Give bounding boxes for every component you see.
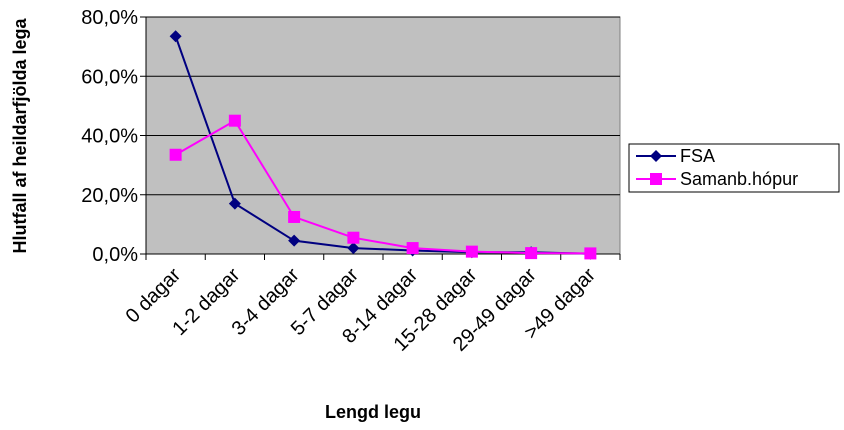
data-point xyxy=(406,242,419,255)
series-lines xyxy=(169,30,597,260)
data-point xyxy=(288,234,301,247)
y-tick-label: 20,0% xyxy=(81,185,138,207)
y-tick-label: 80,0% xyxy=(81,7,138,29)
legend-label-fsa: FSA xyxy=(680,146,715,166)
y-tick-label: 60,0% xyxy=(81,66,138,88)
data-point xyxy=(525,247,538,260)
data-point xyxy=(465,245,478,258)
legend: FSA Samanb.hópur xyxy=(628,143,840,193)
data-point xyxy=(228,197,241,210)
y-tick-label: 40,0% xyxy=(81,126,138,148)
y-axis-ticks: 0,0% 20,0% 40,0% 60,0% 80,0% xyxy=(81,7,147,266)
legend-marker-samanb xyxy=(650,173,662,185)
data-point xyxy=(347,242,360,255)
gridlines xyxy=(146,16,620,196)
y-axis-title: Hlutfall af heildarfjölda lega xyxy=(10,17,30,253)
data-point xyxy=(288,210,301,223)
data-point xyxy=(228,114,241,127)
data-point xyxy=(169,30,182,43)
data-point xyxy=(169,148,182,161)
legend-box xyxy=(628,143,840,193)
legend-marker-fsa xyxy=(650,150,662,162)
x-axis-title: Lengd legu xyxy=(325,402,421,422)
data-point xyxy=(347,231,360,244)
series-line-1 xyxy=(175,119,591,255)
legend-label-samanb: Samanb.hópur xyxy=(680,169,798,189)
data-point xyxy=(584,247,597,260)
y-tick-label: 0,0% xyxy=(92,244,138,266)
